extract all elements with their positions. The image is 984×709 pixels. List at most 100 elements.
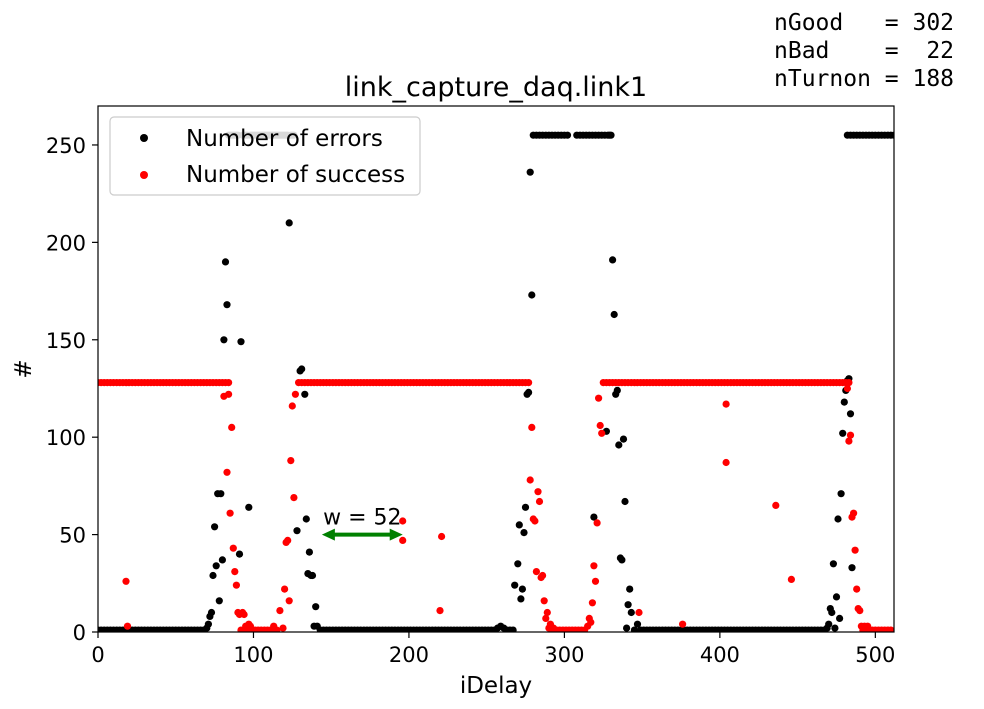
success-point: [281, 585, 289, 593]
success-point: [399, 517, 407, 525]
error-point: [285, 219, 293, 227]
success-point: [846, 431, 855, 439]
error-point: [209, 571, 217, 580]
error-point: [302, 515, 310, 523]
error-point: [220, 336, 228, 344]
success-point: [291, 390, 299, 398]
legend-marker-success: [140, 171, 148, 179]
stats-line-turnon: nTurnon = 188: [774, 66, 954, 92]
success-point: [853, 585, 861, 593]
success-point: [229, 544, 237, 552]
error-point: [829, 560, 838, 568]
y-axis-label: #: [11, 359, 37, 378]
error-point: [618, 556, 626, 564]
width-arrow-head-right: [389, 528, 403, 541]
success-point: [232, 581, 240, 589]
error-point: [509, 626, 517, 632]
error-point: [839, 429, 847, 437]
success-point: [851, 546, 859, 554]
error-point: [837, 490, 845, 498]
success-point: [436, 607, 444, 615]
error-point: [293, 527, 301, 535]
success-point: [534, 488, 542, 496]
success-point: [540, 597, 548, 605]
error-point: [630, 626, 638, 632]
error-point: [831, 624, 839, 632]
error-point: [619, 435, 628, 443]
error-point: [223, 301, 231, 309]
error-point: [615, 441, 623, 449]
success-point: [843, 384, 852, 393]
y-tick-label: 50: [59, 524, 86, 548]
legend-label-success: Number of success: [186, 162, 405, 188]
success-point: [722, 400, 730, 408]
error-point: [521, 503, 530, 511]
error-point: [212, 562, 220, 570]
success-point: [543, 608, 551, 617]
error-point: [623, 624, 631, 632]
error-point: [245, 503, 253, 511]
success-point: [525, 379, 533, 387]
error-point: [518, 585, 527, 593]
success-point: [679, 620, 687, 628]
success-point: [223, 468, 231, 476]
y-tick-label: 150: [46, 329, 86, 353]
success-point: [240, 610, 248, 619]
success-point: [887, 626, 894, 632]
y-tick-label: 100: [46, 426, 86, 450]
error-point: [207, 608, 216, 617]
error-point: [624, 601, 632, 609]
legend-box: [109, 116, 421, 196]
error-point: [890, 131, 894, 139]
chart-title: link_capture_daq.link1: [345, 72, 647, 103]
error-point: [848, 564, 856, 572]
error-point: [613, 386, 621, 394]
error-point: [626, 585, 634, 593]
success-point: [722, 458, 730, 467]
x-tick-label: 200: [389, 643, 429, 667]
success-point: [399, 536, 407, 545]
error-point: [237, 338, 245, 346]
success-point: [587, 618, 595, 626]
error-point: [525, 388, 533, 396]
x-tick-label: 0: [91, 643, 104, 667]
width-annotation-label: w = 52: [323, 506, 401, 531]
plot-frame: [97, 105, 895, 633]
error-point: [563, 131, 572, 139]
error-point: [312, 603, 320, 611]
error-point: [610, 310, 618, 319]
success-point: [595, 394, 603, 402]
success-point: [528, 423, 536, 431]
error-point: [308, 571, 317, 580]
error-point: [305, 548, 313, 556]
success-point: [635, 608, 643, 617]
error-point: [526, 168, 534, 176]
success-point: [596, 421, 604, 430]
success-point: [225, 390, 233, 398]
success-point: [531, 517, 539, 525]
success-point: [276, 607, 284, 615]
success-point: [279, 624, 287, 632]
success-point: [228, 423, 236, 431]
x-tick-label: 500: [855, 643, 895, 667]
success-point: [535, 497, 544, 506]
success-point: [850, 509, 858, 517]
error-point: [511, 581, 519, 589]
error-point: [825, 620, 833, 628]
success-point: [285, 597, 293, 605]
x-axis-label: iDelay: [460, 673, 532, 699]
error-point: [301, 390, 309, 398]
success-point: [526, 476, 534, 484]
error-point: [528, 291, 536, 299]
error-point: [298, 365, 306, 373]
error-point: [204, 620, 212, 628]
success-point: [273, 626, 281, 632]
y-tick-label: 0: [73, 621, 86, 645]
error-point: [215, 597, 223, 605]
error-point: [221, 258, 230, 266]
success-point: [539, 571, 547, 580]
stats-line-good: nGood = 302: [774, 10, 954, 36]
success-point: [122, 577, 130, 585]
error-point: [609, 256, 617, 264]
